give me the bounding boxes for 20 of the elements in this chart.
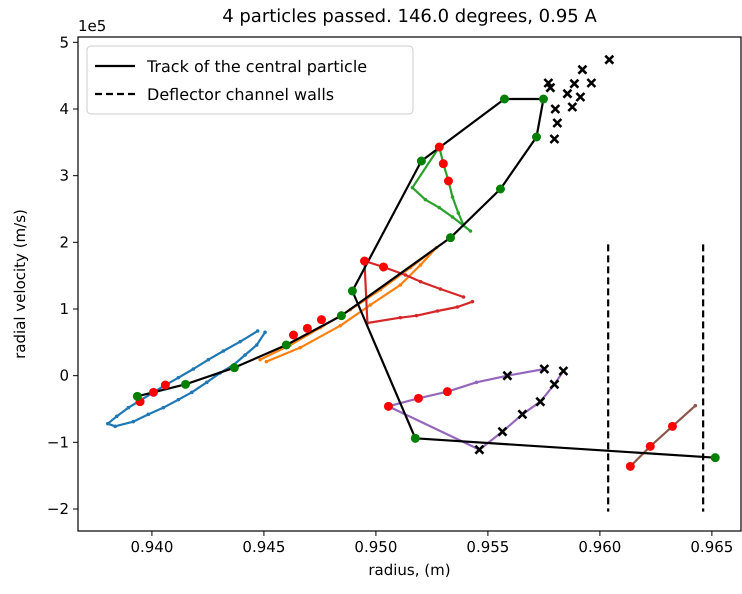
x-tick-label: 0.940	[130, 538, 174, 556]
text: 1e5	[78, 17, 106, 35]
y-tick-label: 3	[59, 166, 69, 185]
y-tick-label: 1	[59, 300, 69, 318]
chart-title: 4 particles passed. 146.0 degrees, 0.95 A	[222, 6, 598, 27]
y-tick-label: 5	[59, 33, 69, 52]
x-tick-label: 0.950	[354, 538, 398, 556]
x-tick-label: 0.955	[466, 538, 510, 556]
x-tick-label: 0.945	[242, 538, 286, 556]
x-axis-title: radius, (m)	[368, 561, 451, 579]
y-tick-label: −2	[46, 500, 69, 518]
y-tick-label: 2	[59, 233, 69, 252]
y-tick-label: 4	[59, 100, 69, 118]
x-tick-label: 0.965	[690, 538, 734, 556]
y-tick-label: 0	[59, 366, 69, 385]
x-tick-label: 0.960	[578, 538, 622, 556]
legend-label: Track of the central particle	[146, 57, 368, 76]
y-tick-label: −1	[46, 433, 69, 452]
legend-label: Deflector channel walls	[147, 85, 334, 104]
y-axis-title: radial velocity (m/s)	[11, 209, 29, 359]
